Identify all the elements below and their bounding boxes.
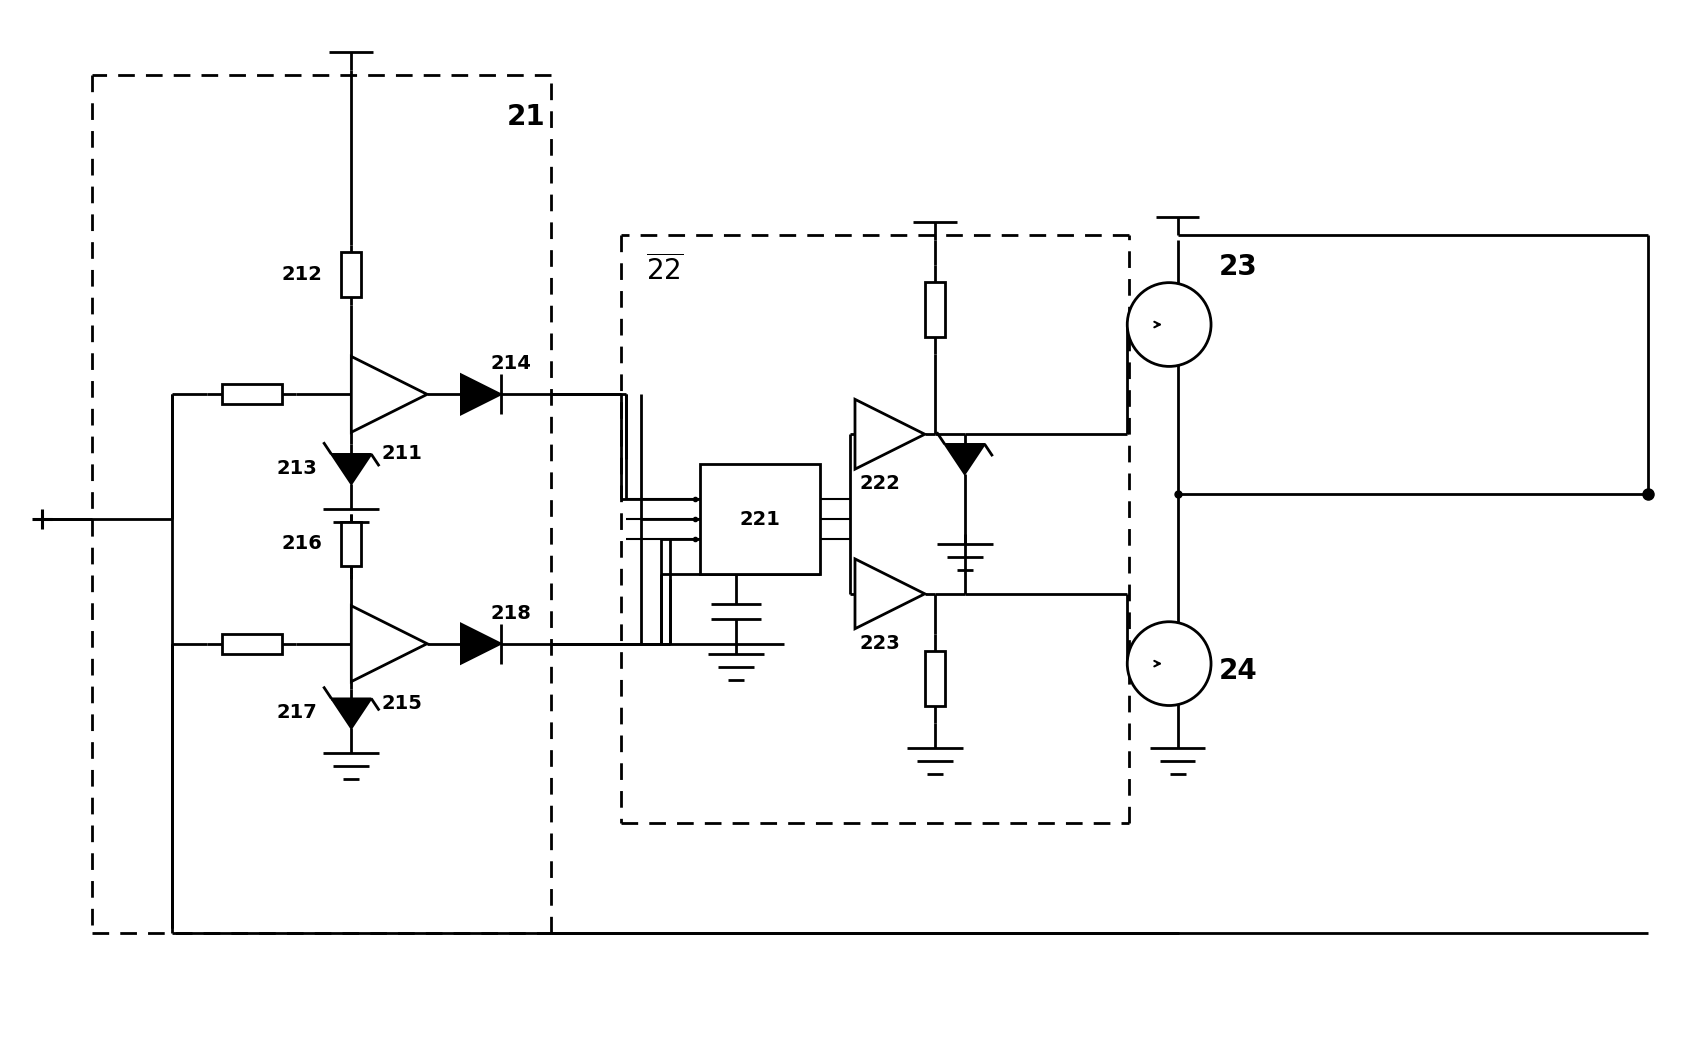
Polygon shape (332, 698, 371, 729)
Polygon shape (461, 375, 500, 414)
Polygon shape (945, 444, 985, 474)
Text: 215: 215 (381, 693, 422, 712)
Text: 211: 211 (381, 444, 422, 464)
Polygon shape (332, 454, 371, 484)
Text: 23: 23 (1219, 253, 1258, 281)
Polygon shape (351, 606, 427, 682)
Text: 217: 217 (276, 704, 317, 722)
Polygon shape (351, 356, 427, 432)
Bar (342, 522, 361, 567)
Text: 24: 24 (1219, 657, 1258, 685)
Polygon shape (854, 399, 924, 469)
Text: 221: 221 (740, 509, 781, 528)
Text: 223: 223 (860, 634, 900, 652)
Polygon shape (461, 623, 500, 664)
Text: 213: 213 (276, 459, 317, 478)
Circle shape (1127, 283, 1212, 366)
Polygon shape (854, 559, 924, 628)
Bar (701, 465, 820, 574)
Bar (924, 651, 945, 706)
Text: 222: 222 (860, 474, 900, 493)
Bar (924, 282, 945, 337)
Text: 218: 218 (490, 603, 531, 622)
Bar (221, 634, 281, 654)
Text: 216: 216 (281, 535, 322, 553)
Text: 21: 21 (507, 103, 546, 132)
Circle shape (1127, 622, 1212, 706)
Text: 212: 212 (281, 265, 322, 284)
Bar (221, 384, 281, 404)
Text: $\overline{22}$: $\overline{22}$ (645, 254, 683, 286)
Text: 214: 214 (490, 354, 531, 374)
Bar (342, 253, 361, 298)
